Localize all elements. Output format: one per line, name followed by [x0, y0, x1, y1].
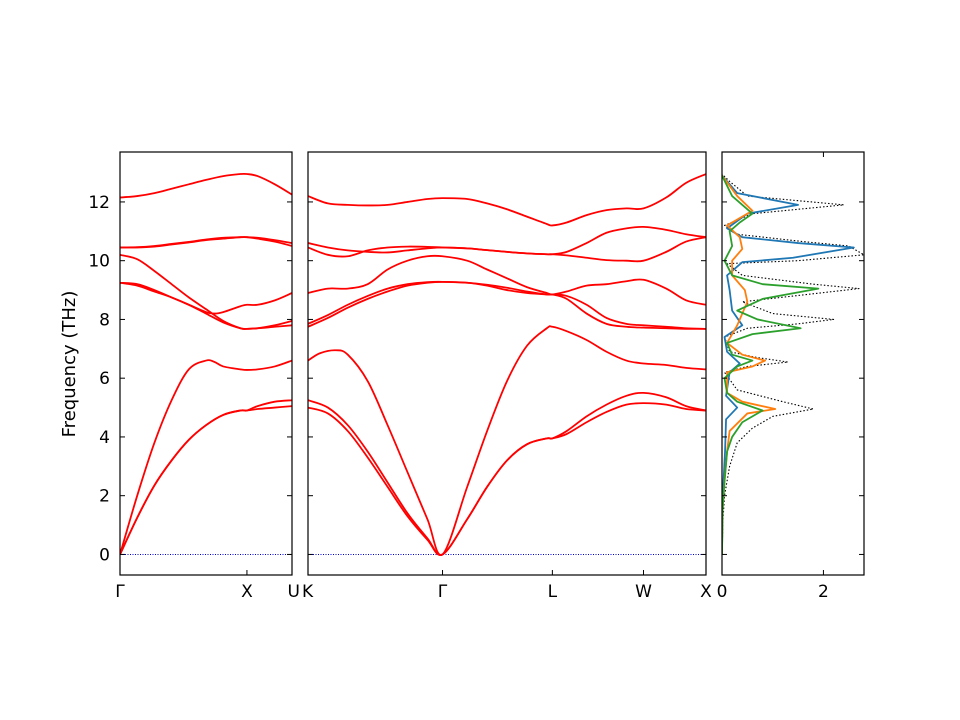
phonon-branch-1	[308, 391, 706, 556]
y-tick-label: 2	[99, 487, 110, 507]
phonon-branch-1	[120, 399, 292, 555]
phonon-branch-4	[308, 280, 706, 330]
x-tick-label: U	[288, 582, 300, 602]
phonon-branch-3	[120, 281, 292, 315]
x-tick-label: L	[548, 582, 558, 602]
panel-frame	[119, 151, 293, 576]
phonon-branch-8	[308, 173, 706, 227]
band-panel-gamma-x-u: 0 2 4 6 8 10 12 Γ X U	[88, 151, 300, 602]
phonon-branch-3	[308, 280, 706, 330]
phonon-branch-5	[308, 254, 706, 306]
y-axis-label: Frequency (THz)	[59, 291, 80, 438]
y-tick-label: 0	[99, 545, 110, 565]
phonon-branch-5	[120, 253, 292, 330]
dos-curve-1	[722, 174, 855, 555]
x-tick-label: X	[700, 582, 712, 602]
phonon-branch-0	[120, 405, 292, 555]
phonon-branch-2	[120, 359, 292, 555]
x-tick-label: 2	[818, 582, 829, 602]
phonon-branch-0	[308, 402, 706, 556]
y-tick-label: 4	[99, 428, 110, 448]
x-tick-label: Γ	[115, 582, 125, 602]
y-tick-label: 10	[88, 252, 110, 272]
x-tick-label: Γ	[438, 582, 448, 602]
y-tick-label: 6	[99, 369, 110, 389]
phonon-branch-2	[308, 325, 706, 556]
plot-area	[722, 173, 864, 555]
plot-area	[308, 173, 706, 556]
x-tick-label: K	[302, 582, 314, 602]
x-tick-label: 0	[717, 582, 728, 602]
phonon-branch-4	[120, 281, 292, 330]
phonon-branch-8	[120, 172, 292, 199]
panel-frame	[721, 151, 865, 576]
phonon-branch-7	[120, 236, 292, 249]
phonon-branch-7	[308, 225, 706, 256]
panel-frame	[307, 151, 707, 576]
dos-curve-3	[722, 175, 820, 555]
x-tick-label: W	[635, 582, 652, 602]
dos-curve-2	[722, 174, 777, 555]
y-tick-label: 8	[99, 310, 110, 330]
phonon-branch-6	[308, 236, 706, 263]
plot-area	[120, 172, 292, 555]
y-tick-label: 12	[88, 193, 110, 213]
x-tick-label: X	[241, 582, 253, 602]
